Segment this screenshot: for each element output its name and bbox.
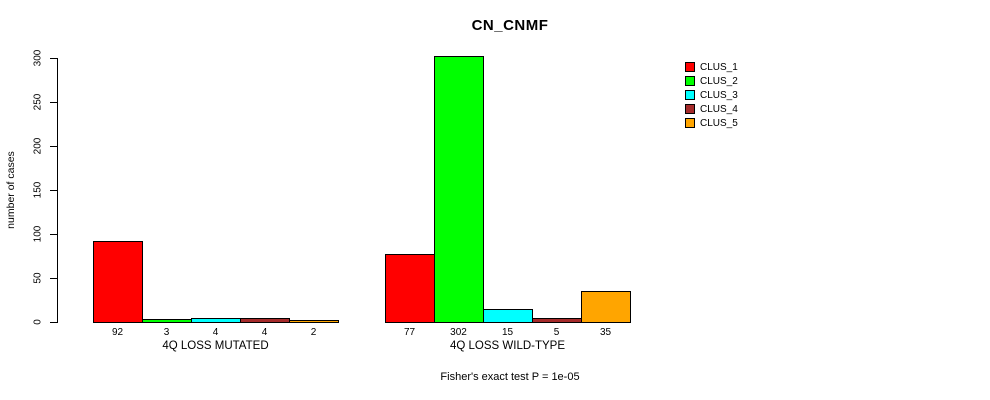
y-axis-tick	[50, 322, 57, 323]
y-axis-line	[57, 58, 58, 323]
bar-value-label: 302	[450, 327, 467, 338]
x-axis-baseline	[385, 322, 631, 323]
legend-swatch-clus_3	[685, 90, 695, 100]
y-axis-tick-label: 150	[32, 181, 44, 199]
chart-title: CN_CNMF	[471, 17, 549, 34]
legend-row: CLUS_2	[685, 74, 738, 88]
bar-value-label: 77	[403, 327, 416, 338]
x-axis-baseline	[93, 322, 339, 323]
legend-swatch-clus_2	[685, 76, 695, 86]
y-axis-tick-label: 100	[32, 225, 44, 243]
bar-value-label: 15	[501, 327, 514, 338]
legend: CLUS_1 CLUS_2 CLUS_3 CLUS_4 CLUS_5	[685, 60, 738, 130]
y-axis-tick-label: 300	[32, 49, 44, 67]
legend-label: CLUS_3	[700, 89, 738, 101]
bar-value-label: 35	[599, 327, 612, 338]
legend-swatch-clus_5	[685, 118, 695, 128]
legend-label: CLUS_4	[700, 103, 738, 115]
legend-label: CLUS_5	[700, 117, 738, 129]
bar-value-label: 5	[553, 327, 560, 338]
y-axis-tick	[50, 146, 57, 147]
legend-swatch-clus_4	[685, 104, 695, 114]
bar-value-label: 3	[163, 327, 170, 338]
bar-clus_3-group2	[483, 309, 533, 323]
group-label: 4Q LOSS WILD-TYPE	[449, 340, 566, 352]
bar-clus_1-group2	[385, 254, 435, 323]
y-axis-tick	[50, 234, 57, 235]
legend-row: CLUS_1	[685, 60, 738, 74]
y-axis-tick	[50, 278, 57, 279]
bar-value-label: 92	[111, 327, 124, 338]
bar-clus_1-group1	[93, 241, 143, 323]
y-axis-tick-label: 0	[32, 319, 44, 325]
y-axis-tick-label: 250	[32, 93, 44, 111]
y-axis-tick	[50, 58, 57, 59]
y-axis-tick-label: 200	[32, 137, 44, 155]
bar-value-label: 4	[261, 327, 268, 338]
y-axis-tick	[50, 190, 57, 191]
y-axis-tick	[50, 102, 57, 103]
legend-row: CLUS_5	[685, 116, 738, 130]
legend-row: CLUS_3	[685, 88, 738, 102]
bar-clus_2-group2	[434, 56, 484, 323]
bar-value-label: 4	[212, 327, 219, 338]
bar-clus_5-group2	[581, 291, 631, 323]
y-axis-tick-label: 50	[32, 272, 44, 284]
legend-label: CLUS_2	[700, 75, 738, 87]
y-axis-label: number of cases	[5, 151, 17, 229]
legend-row: CLUS_4	[685, 102, 738, 116]
legend-label: CLUS_1	[700, 61, 738, 73]
legend-swatch-clus_1	[685, 62, 695, 72]
group-label: 4Q LOSS MUTATED	[162, 340, 269, 352]
bar-value-label: 2	[310, 327, 317, 338]
fisher-test-note: Fisher's exact test P = 1e-05	[440, 371, 580, 383]
